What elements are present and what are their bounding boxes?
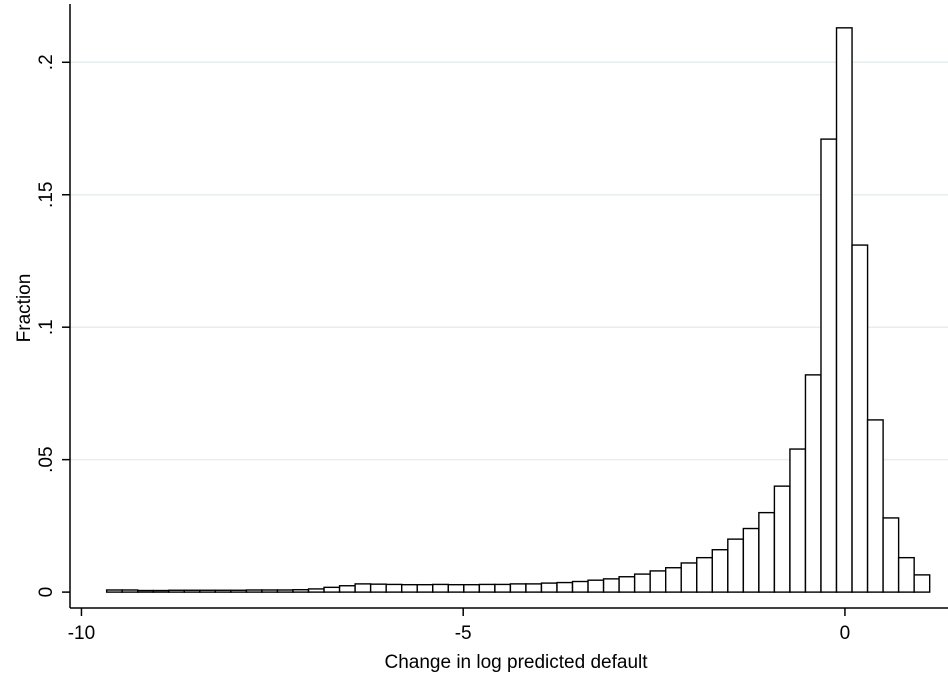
histogram-bar	[416, 583, 434, 593]
histogram-bar	[338, 585, 356, 593]
histogram-bar	[463, 583, 481, 593]
histogram-bar	[571, 580, 589, 593]
histogram-bar	[168, 589, 185, 593]
histogram-bar	[540, 582, 558, 593]
y-tick-label-0: 0	[36, 587, 57, 598]
histogram-bar	[913, 574, 931, 593]
axes	[69, 4, 948, 609]
y-tick-label-3: .15	[36, 182, 57, 208]
histogram-bar	[680, 562, 698, 593]
histogram-bar	[773, 485, 791, 593]
histogram-bar	[369, 583, 387, 593]
histogram-bar	[804, 374, 822, 593]
histogram-bar	[618, 576, 636, 593]
histogram-bar	[183, 589, 201, 593]
histogram-bar	[401, 583, 418, 593]
histogram-bar	[649, 570, 667, 593]
histogram-bar	[664, 567, 682, 593]
histogram-bars	[105, 27, 931, 593]
histogram-bar	[789, 448, 807, 593]
histogram-bar	[727, 538, 745, 593]
histogram-bar	[276, 589, 294, 593]
histogram-bar	[882, 517, 900, 593]
histogram-bar	[432, 583, 449, 593]
histogram-bar	[835, 27, 853, 593]
histogram-bar	[897, 556, 915, 593]
histogram-bar	[851, 244, 869, 593]
x-tick-label-2: 0	[840, 623, 851, 644]
y-axis-title: Fraction	[14, 274, 35, 343]
histogram-bar	[105, 589, 123, 593]
histogram-bar	[230, 589, 248, 593]
y-tick-label-1: .05	[36, 446, 57, 472]
histogram-bar	[587, 579, 605, 593]
histogram-bar	[385, 583, 403, 593]
histogram-bar	[214, 589, 232, 593]
histogram-bar	[307, 588, 325, 593]
x-tick-label-0: -10	[68, 623, 95, 644]
histogram-bar	[323, 586, 341, 593]
histogram-bar	[245, 589, 263, 593]
x-tick-label-1: -5	[455, 623, 472, 644]
histogram-bar	[696, 556, 713, 593]
histogram-bar	[633, 573, 651, 593]
histogram-bar	[742, 527, 760, 593]
histogram-bar	[758, 511, 776, 593]
histogram-bar	[866, 419, 884, 593]
y-tick-label-2: .1	[36, 319, 57, 335]
histogram-bar	[556, 581, 574, 593]
histogram-bar	[478, 583, 496, 593]
histogram-bar	[820, 138, 838, 593]
histogram-bar	[447, 583, 465, 593]
histogram-bar	[711, 549, 729, 593]
histogram-bar	[292, 589, 310, 593]
histogram-bar	[509, 583, 527, 593]
x-axis-title: Change in log predicted default	[384, 652, 648, 673]
y-tick-label-4: .2	[36, 54, 57, 70]
histogram-bar	[199, 589, 217, 593]
histogram-bar	[525, 583, 543, 593]
histogram-bar	[354, 583, 372, 593]
histogram-bar	[152, 589, 170, 593]
histogram-bar	[121, 589, 139, 593]
histogram-bar	[261, 589, 279, 593]
histogram-bar	[494, 583, 512, 593]
tick-marks: 0 .05 .1 .15 .2 -10 -5 0	[36, 54, 850, 644]
histogram-bar	[137, 589, 154, 593]
histogram-bar	[602, 578, 620, 593]
